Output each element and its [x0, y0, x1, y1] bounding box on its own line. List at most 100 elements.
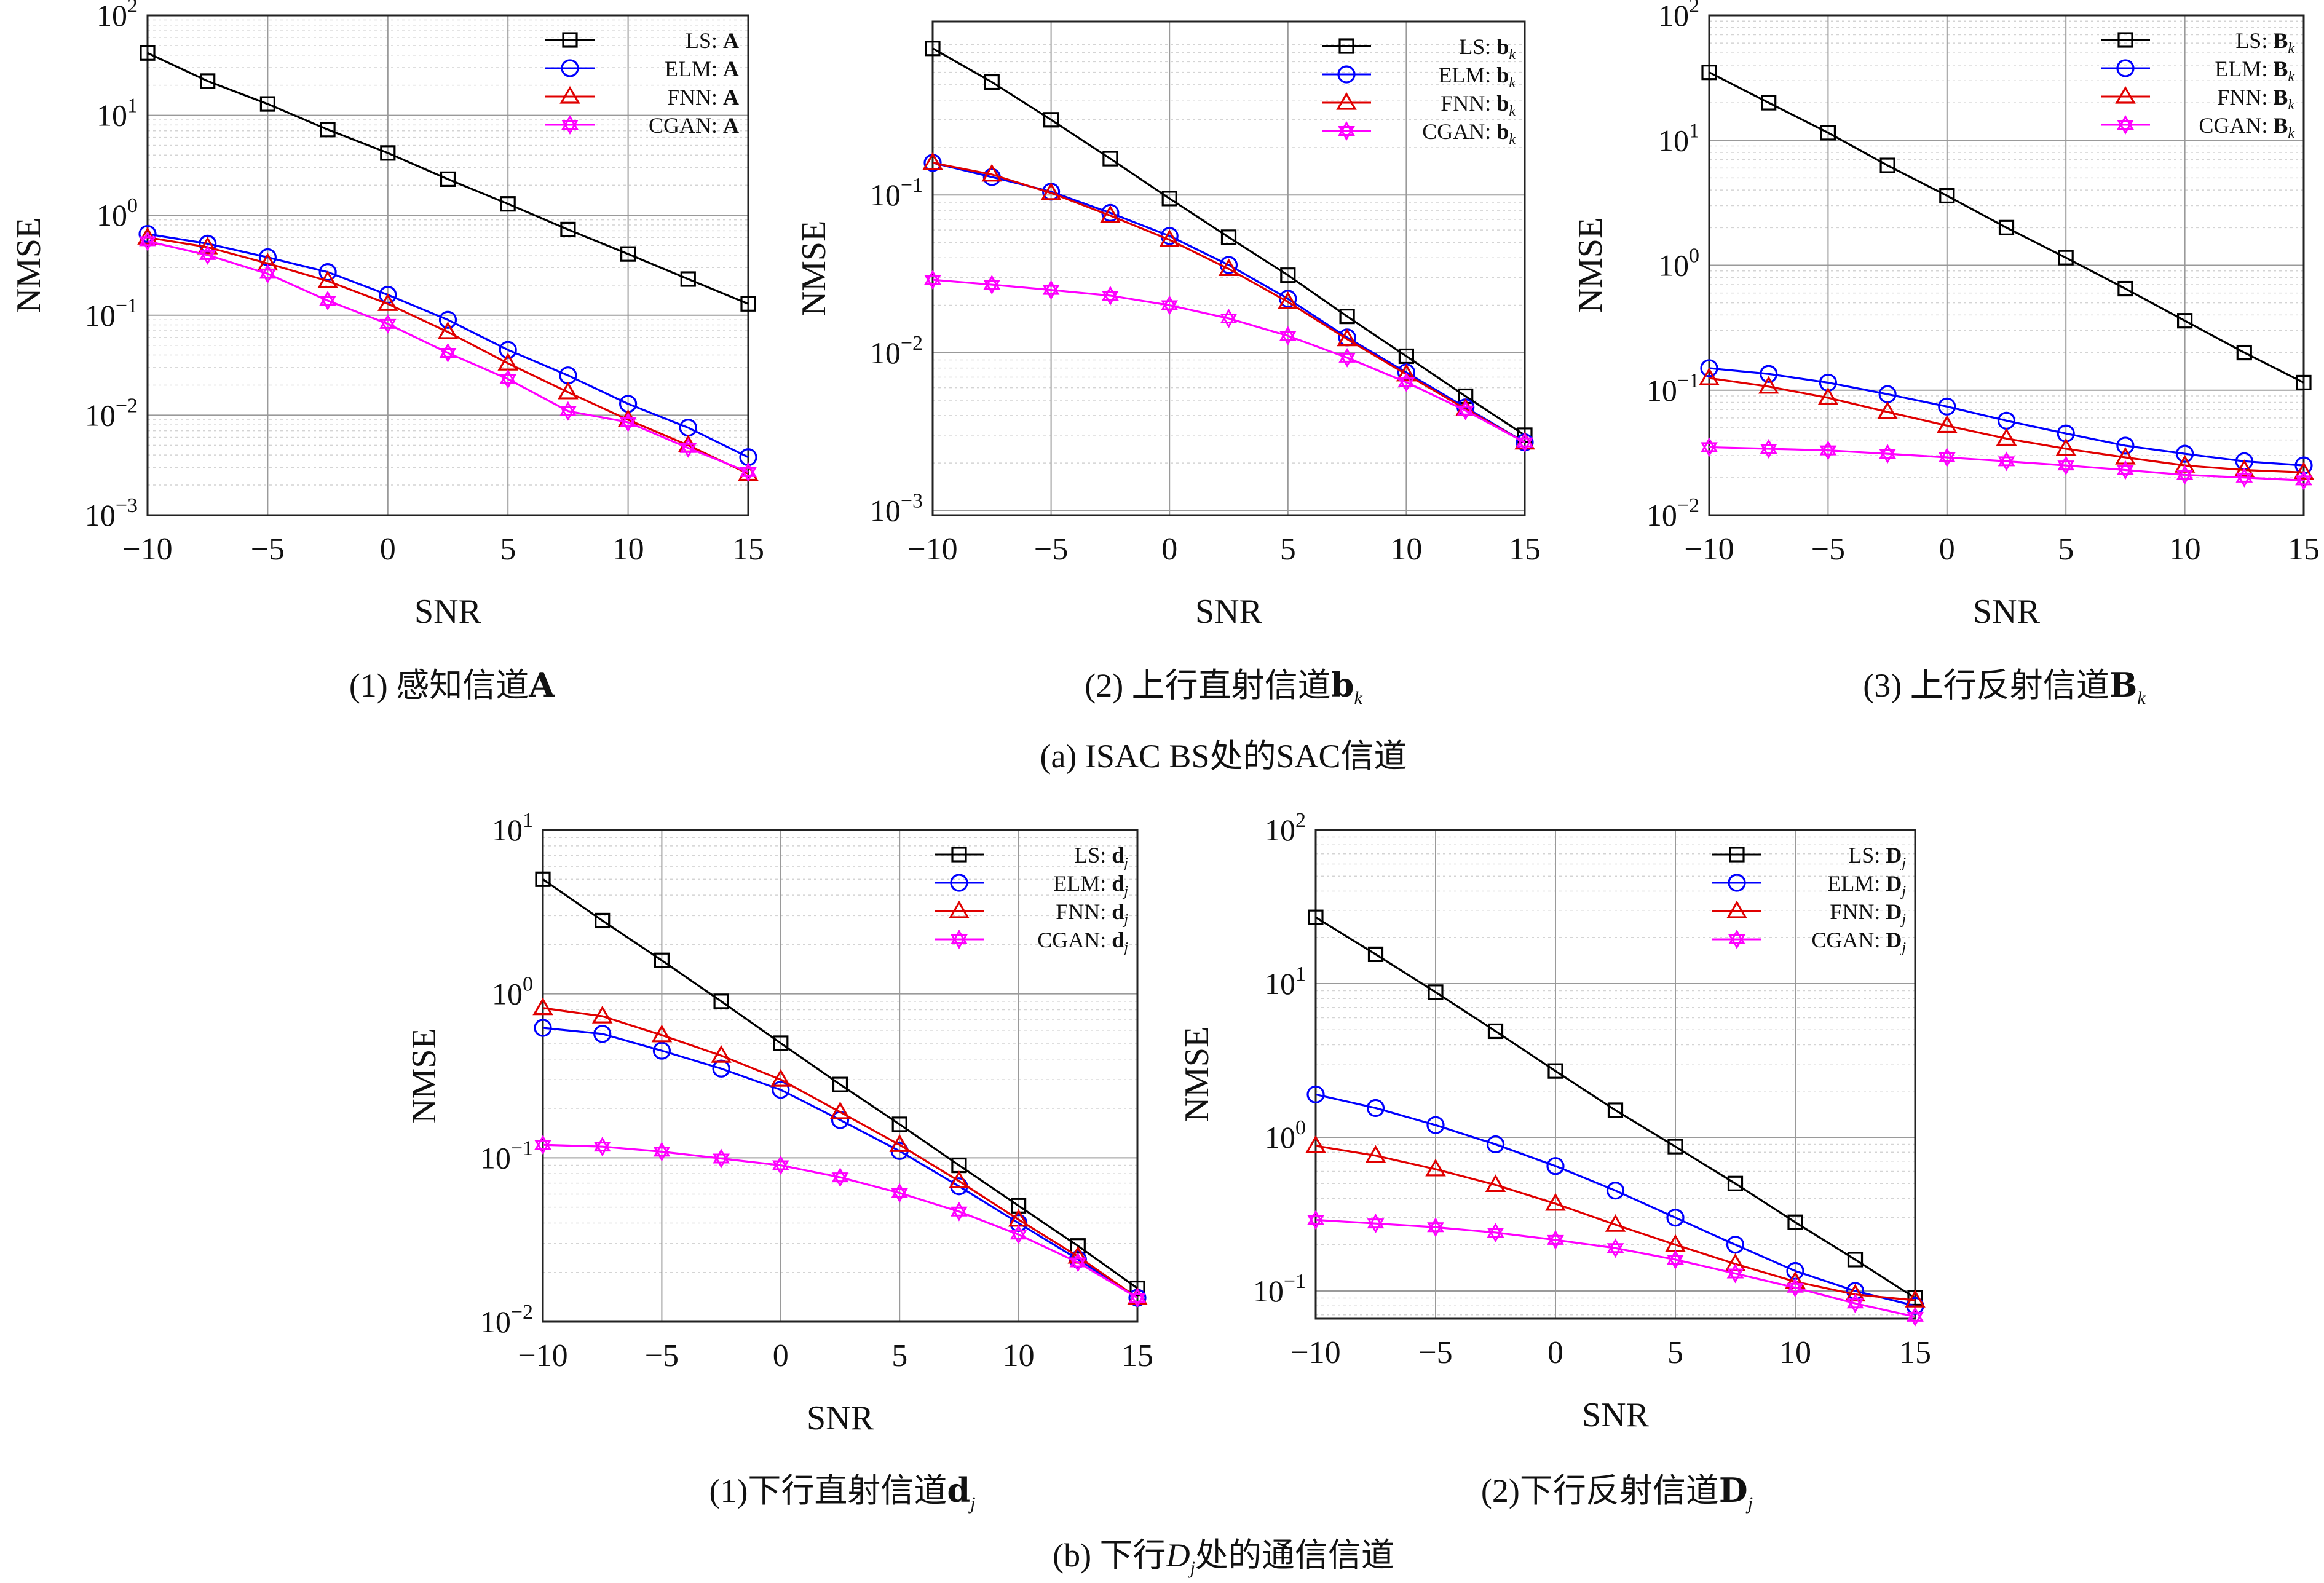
caption-text: (a) ISAC BS处的SAC信道 — [1040, 738, 1407, 775]
series-line-ls — [147, 52, 749, 305]
x-tick-label: 0 — [1939, 532, 1955, 567]
legend-entry-elm: ELM: Dj — [1712, 871, 1906, 899]
data-point-cgan — [1220, 308, 1238, 328]
data-point-cgan — [1456, 400, 1474, 420]
y-tick-label: 10−2 — [480, 1301, 533, 1339]
legend-entry-ls: LS: A — [545, 28, 739, 53]
y-tick-label: 10−1 — [1253, 1270, 1306, 1308]
legend-entry-ls: LS: dj — [935, 843, 1128, 871]
y-tick-label: 101 — [1265, 963, 1306, 1001]
x-tick-label: −10 — [1684, 532, 1734, 567]
caption-group-a: (a) ISAC BS处的SAC信道 — [1040, 728, 1407, 777]
legend-label: CGAN: A — [649, 113, 739, 138]
y-tick-label: 100 — [1658, 245, 1699, 283]
data-point-ls — [1129, 1280, 1145, 1297]
data-point-ls — [740, 296, 756, 312]
data-point-fnn — [651, 1024, 673, 1043]
data-point-ls — [1998, 219, 2015, 235]
data-point-elm — [2176, 444, 2194, 463]
data-point-elm — [1279, 290, 1297, 308]
chart-panel-5: 10−1 100 101 102 −10 −5 0 5 10 15 SNR NMSE LS: DjELM… — [1178, 809, 1931, 1434]
data-point-elm — [1700, 359, 1718, 377]
data-point-ls — [1667, 1139, 1683, 1155]
series-line-ls — [1709, 71, 2304, 384]
data-point-fnn — [591, 1005, 613, 1024]
data-point-elm — [1666, 1209, 1685, 1227]
data-point-fnn — [949, 1170, 970, 1188]
data-point-ls — [2058, 250, 2074, 266]
plot-frame — [1708, 14, 2305, 516]
data-point-fnn — [1545, 1193, 1566, 1211]
y-axis-label: NMSE — [10, 218, 48, 314]
data-point-cgan — [1161, 295, 1179, 315]
legend-entry-fnn: FNN: bk — [1322, 91, 1516, 119]
legend-marker-ls — [2117, 32, 2133, 48]
legend-entry-ls: LS: Bk — [2101, 28, 2294, 57]
data-point-ls — [440, 171, 456, 187]
data-point-ls — [1339, 309, 1355, 325]
y-tick-label: 100 — [97, 194, 138, 232]
data-point-elm — [1546, 1157, 1565, 1175]
x-axis-label: SNR — [1582, 1396, 1650, 1434]
legend-entry-fnn: FNN: dj — [935, 899, 1128, 928]
data-point-cgan — [679, 438, 697, 458]
legend-label: FNN: bk — [1441, 91, 1516, 119]
data-point-fnn — [377, 293, 398, 311]
data-point-fnn — [1278, 291, 1298, 309]
series-elm — [534, 1019, 1147, 1307]
data-point-cgan — [713, 1148, 730, 1169]
data-point-elm — [1760, 365, 1778, 383]
series-line-elm — [1709, 367, 2304, 467]
data-point-ls — [2236, 344, 2252, 361]
x-tick-label: 15 — [2288, 532, 2320, 567]
data-point-elm — [593, 1025, 612, 1043]
y-tick-label: 101 — [492, 809, 533, 847]
caption-symbol: d — [947, 1470, 971, 1510]
data-point-cgan — [1338, 347, 1356, 368]
caption-symbol: D — [1718, 1470, 1748, 1510]
data-point-cgan — [1279, 326, 1297, 346]
x-tick-label: 5 — [1280, 532, 1296, 567]
legend-label: ELM: A — [665, 57, 739, 81]
data-point-cgan — [2235, 467, 2253, 488]
legend-marker-elm — [1728, 874, 1746, 892]
data-point-ls — [1428, 984, 1444, 1000]
legend-label: LS: A — [686, 28, 739, 53]
data-point-ls — [1308, 909, 1324, 925]
data-point-elm — [499, 341, 517, 359]
data-point-cgan — [534, 1135, 551, 1155]
series-line-fnn — [932, 162, 1525, 444]
data-point-ls — [560, 221, 576, 237]
data-point-ls — [832, 1076, 848, 1092]
data-point-ls — [1879, 157, 1895, 173]
series-ls — [1308, 909, 1923, 1306]
legend-label: CGAN: dj — [1037, 928, 1128, 956]
data-point-cgan — [740, 462, 757, 482]
data-point-ls — [891, 1116, 907, 1132]
legend-entry-elm: ELM: bk — [1322, 63, 1516, 91]
x-tick-label: 0 — [773, 1338, 789, 1373]
data-point-cgan — [319, 291, 336, 311]
data-point-cgan — [772, 1155, 789, 1175]
y-axis-label: NMSE — [1571, 218, 1610, 314]
series-elm — [923, 154, 1534, 452]
y-tick-label: 10−3 — [870, 489, 923, 527]
caption-text: (3) 上行反射信道 — [1863, 667, 2109, 704]
legend-label: ELM: dj — [1053, 871, 1128, 899]
caption-uplink-reflect-channel: (3) 上行反射信道Bk — [1863, 658, 2145, 709]
caption-symbol: A — [529, 665, 555, 705]
data-point-ls — [1939, 188, 1955, 204]
data-point-cgan — [831, 1167, 849, 1188]
data-point-fnn — [1337, 328, 1358, 347]
data-point-ls — [1701, 65, 1717, 81]
data-point-ls — [595, 912, 611, 929]
legend-marker-elm — [1337, 65, 1356, 84]
data-point-ls — [500, 196, 516, 212]
chart-panel-4: 10−2 10−1 100 101 −10 −5 0 5 10 15 SNR NMSE LS: djEL… — [405, 809, 1153, 1437]
series-elm — [1306, 1085, 1924, 1315]
plot-frame — [542, 829, 1139, 1323]
data-point-cgan — [1367, 1214, 1385, 1234]
caption-subscript: j — [1747, 1493, 1753, 1514]
legend-label: LS: bk — [1459, 34, 1516, 63]
